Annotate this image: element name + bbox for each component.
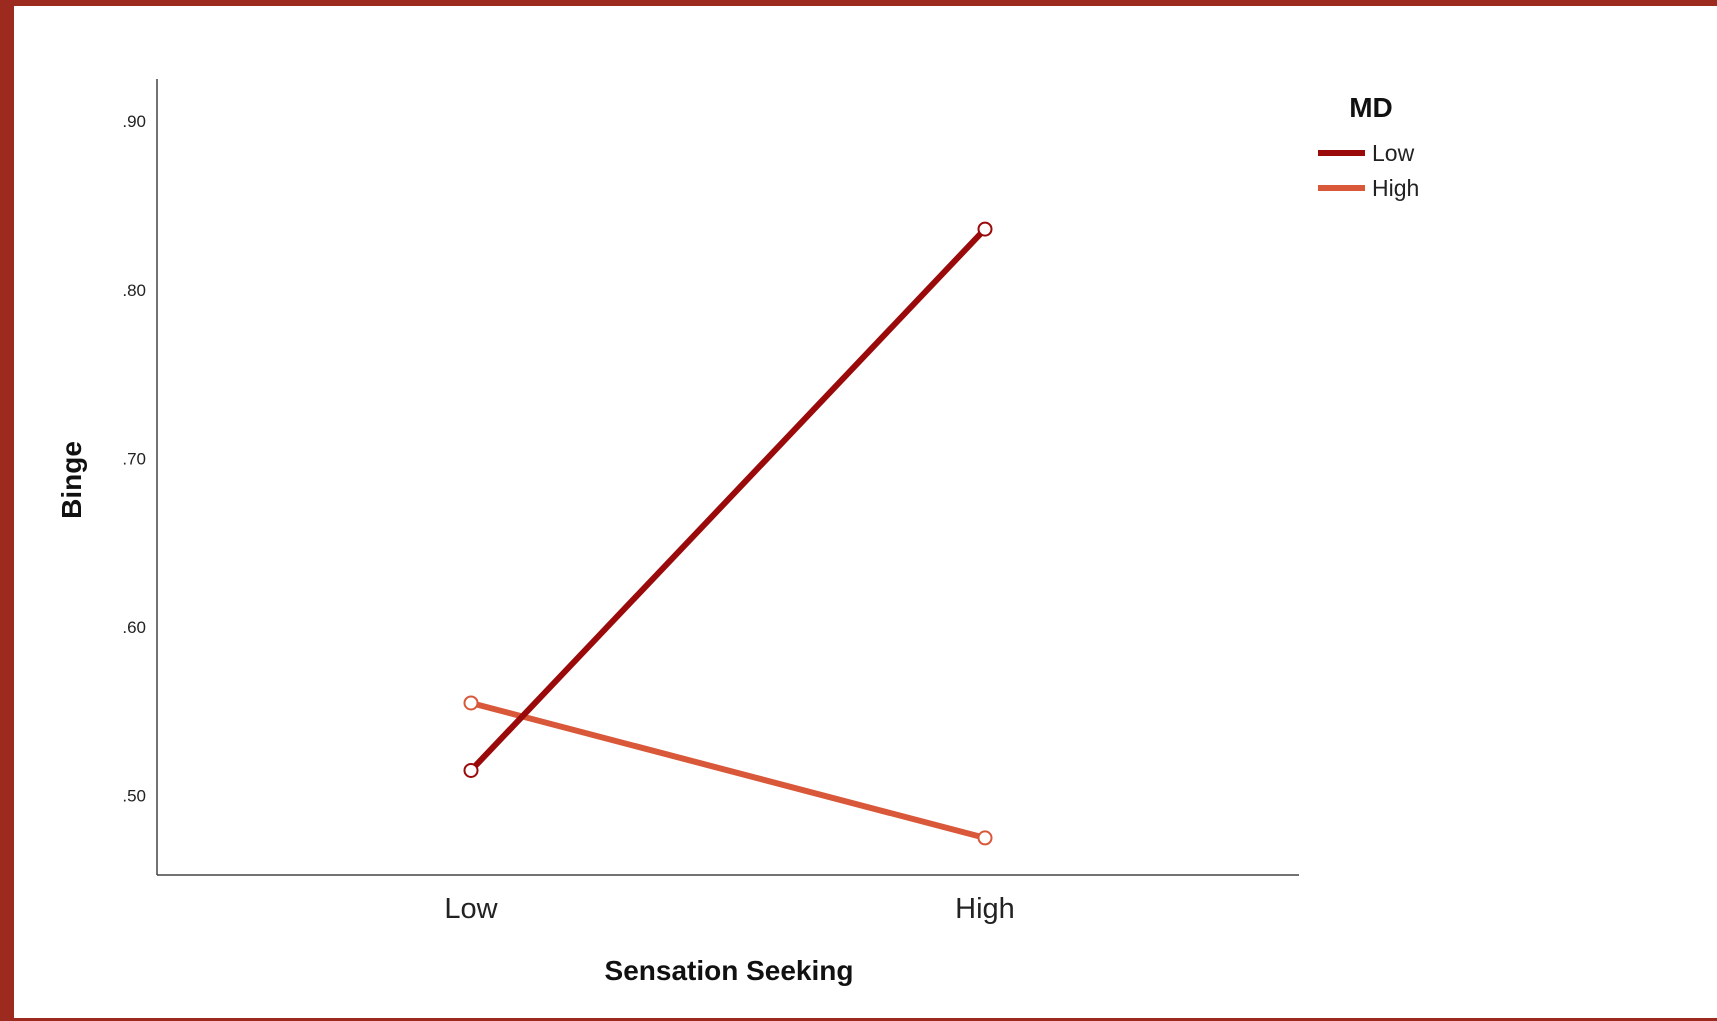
y-tick-label: .60: [122, 618, 146, 637]
legend-label-low: Low: [1372, 140, 1415, 166]
data-point-low: [463, 762, 479, 778]
y-tick-labels: .50 .60 .70 .80 .90: [122, 112, 146, 806]
legend-title: MD: [1349, 92, 1393, 123]
series-layer: [463, 221, 993, 846]
data-point-low: [977, 221, 993, 237]
data-point-high: [463, 695, 479, 711]
y-tick-label: .50: [122, 787, 146, 806]
x-axis-title: Sensation Seeking: [605, 955, 854, 986]
x-tick-label: Low: [444, 893, 498, 925]
x-tick-label: High: [955, 893, 1015, 925]
chart-axes: [156, 79, 1299, 876]
y-axis-title: Binge: [56, 441, 87, 519]
legend-label-high: High: [1372, 175, 1419, 201]
y-tick-label: .80: [122, 281, 146, 300]
series-line-low: [468, 226, 988, 774]
y-tick-label: .70: [122, 449, 146, 468]
x-tick-labels: Low High: [444, 893, 1014, 925]
data-point-high: [977, 830, 993, 846]
series-line-high: [468, 699, 988, 841]
legend: MD Low High: [1318, 92, 1419, 201]
y-tick-label: .90: [122, 112, 146, 131]
